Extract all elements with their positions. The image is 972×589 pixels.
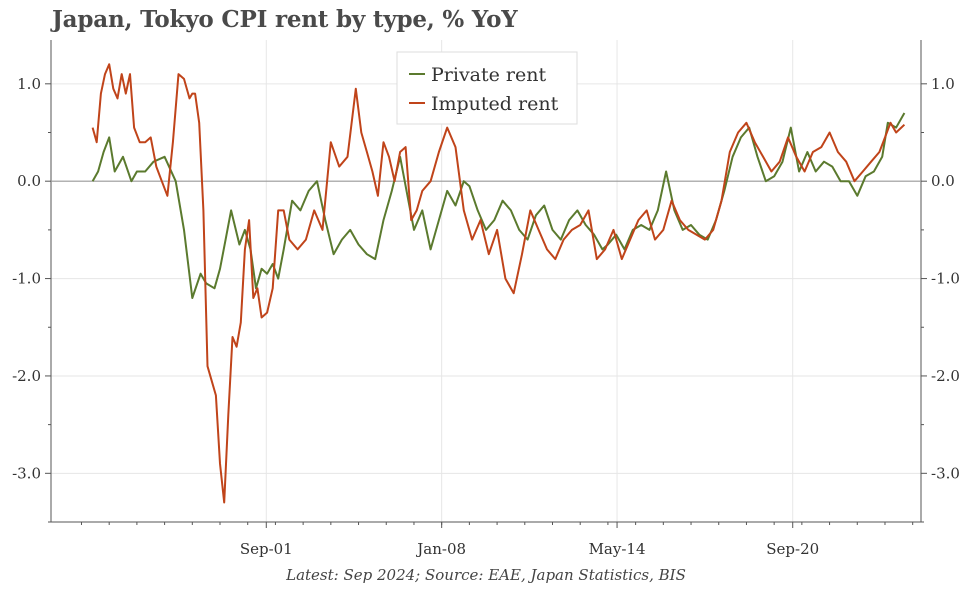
axes: 1.0 1.0 0.0 0.0 -1.0 -1.0 -2.0 -2.0 -3.0 -3.0 Sep-… (12, 40, 960, 558)
legend-box (396, 51, 578, 125)
x-tick-label: Sep-20 (766, 540, 819, 558)
legend: Private rent Imputed rent (396, 51, 578, 125)
y-tick-label-left: -1.0 (12, 270, 41, 288)
y-tick-label-left: 1.0 (17, 75, 41, 93)
y-tick-label-right: 1.0 (931, 75, 955, 93)
y-tick-label-left: -3.0 (12, 464, 41, 482)
imputed-rent-line (91, 63, 906, 504)
legend-label-imputed: Imputed rent (431, 93, 559, 115)
y-tick-label-right: -1.0 (931, 270, 960, 288)
x-tick-label: Jan-08 (415, 540, 466, 558)
y-tick-label-right: -3.0 (931, 464, 960, 482)
source-note: Latest: Sep 2024; Source: EAE, Japan Sta… (286, 566, 686, 584)
x-tick-label: May-14 (589, 540, 646, 558)
y-tick-label-left: -2.0 (12, 367, 41, 385)
gridlines (51, 40, 921, 522)
series-lines (91, 63, 906, 504)
y-tick-label-left: 0.0 (17, 172, 41, 190)
legend-label-private: Private rent (431, 64, 546, 86)
private-rent-line (91, 112, 906, 299)
y-tick-label-right: 0.0 (931, 172, 955, 190)
y-tick-label-right: -2.0 (931, 367, 960, 385)
x-tick-label: Sep-01 (240, 540, 293, 558)
chart-title: Japan, Tokyo CPI rent by type, % YoY (52, 6, 518, 33)
